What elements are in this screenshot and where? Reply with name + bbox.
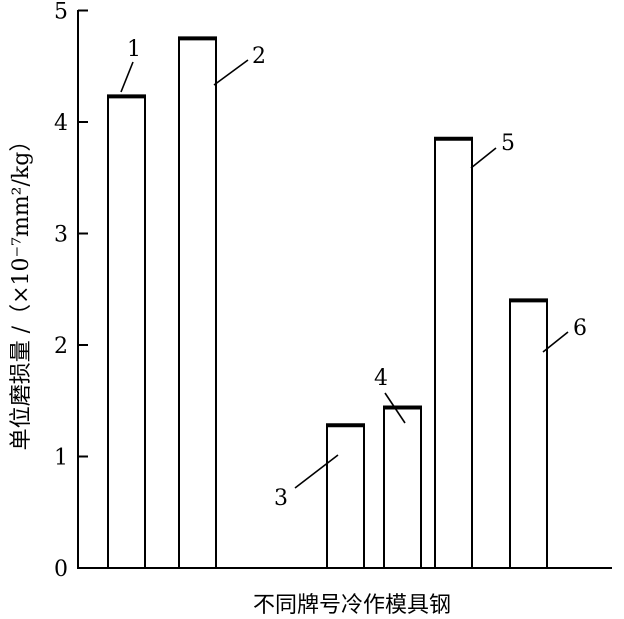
bar [326,424,365,569]
bar-leader-line [470,147,497,169]
y-tick-label: 3 [54,223,68,248]
bar [434,137,473,569]
bar-leader-line [294,454,339,489]
y-tick-label: 1 [54,446,68,471]
bar-leader-line [120,61,134,93]
bar-label: 6 [573,316,587,341]
y-ticks: 0 1 2 3 4 5 [54,0,88,582]
y-tick-label: 5 [54,0,68,25]
bar-label: 2 [252,44,266,69]
bar-leader-line [542,331,569,353]
y-tick-label: 2 [54,334,68,359]
bar-label: 3 [274,486,288,511]
bar-labels: 1 2 3 4 5 6 [127,37,587,511]
y-tick-label: 4 [54,111,68,136]
bar-leader-line [213,59,249,86]
bar-label: 4 [374,366,388,391]
bar-label: 5 [501,131,515,156]
bar [509,299,548,569]
bar [107,95,146,569]
x-axis-title: 不同牌号冷作模具钢 [253,593,451,618]
y-axis-title: 单位磨损量 /（×10⁻⁷mm²/kg） [9,130,34,451]
bar-leader-line [384,392,406,424]
bar [383,406,422,569]
bar-label: 1 [127,37,141,62]
bars [107,36,548,569]
bar [178,37,217,569]
bar-leader-lines [120,59,569,489]
y-tick-label: 0 [54,557,68,582]
